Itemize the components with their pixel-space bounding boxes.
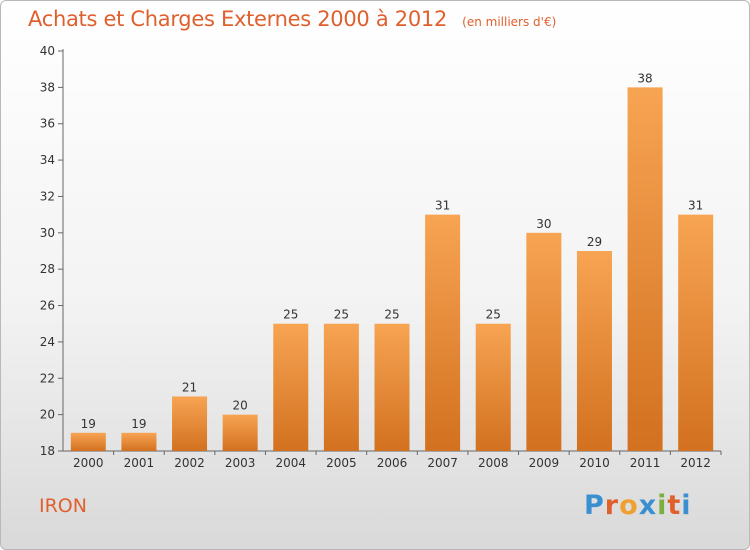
x-tick-label-2009: 2009 [529, 456, 560, 470]
data-label-2012: 31 [688, 199, 703, 213]
bar-2003 [222, 414, 258, 451]
y-tick-label: 40 [40, 44, 55, 58]
x-tick-label-2007: 2007 [427, 456, 458, 470]
logo-letter: P [584, 490, 605, 521]
bars [70, 87, 714, 451]
data-label-2003: 20 [233, 399, 248, 413]
y-tick-label: 24 [40, 335, 55, 349]
bar-2004 [273, 323, 309, 451]
logo-letter: r [604, 490, 620, 521]
data-label-2001: 19 [131, 417, 146, 431]
bar-2007 [425, 214, 461, 451]
y-tick-label: 32 [40, 189, 55, 203]
y-tick-label: 20 [40, 408, 55, 422]
y-tick-label: 36 [40, 117, 55, 131]
logo-letter: o [619, 490, 639, 521]
bar-2012 [678, 214, 714, 451]
x-tick-label-2010: 2010 [579, 456, 610, 470]
y-tick-label: 18 [40, 444, 55, 458]
bar-2010 [576, 251, 612, 451]
bar-2009 [526, 232, 562, 451]
data-label-2010: 29 [587, 235, 602, 249]
x-tick-label-2008: 2008 [478, 456, 509, 470]
y-tick-label: 28 [40, 262, 55, 276]
x-tick-label-2012: 2012 [680, 456, 711, 470]
chart-title-block: Achats et Charges Externes 2000 à 2012 (… [28, 7, 556, 31]
data-label-2009: 30 [536, 217, 551, 231]
data-label-2005: 25 [334, 308, 349, 322]
y-tick-label: 26 [40, 299, 55, 313]
bar-2002 [172, 396, 208, 451]
y-tick-label: 38 [40, 80, 55, 94]
chart-subtitle: (en milliers d'€) [462, 15, 557, 29]
data-label-2000: 19 [81, 417, 96, 431]
data-labels: 19 19 21 20 25 25 25 31 25 30 29 38 31 [81, 71, 704, 430]
bar-2001 [121, 432, 157, 451]
bar-2006 [374, 323, 410, 451]
data-label-2008: 25 [486, 308, 501, 322]
place-name: IRON [39, 495, 87, 517]
x-tick-label-2000: 2000 [73, 456, 104, 470]
logo-letter: t [667, 490, 682, 521]
chart-title: Achats et Charges Externes 2000 à 2012 [28, 7, 448, 31]
bar-2011 [627, 87, 663, 451]
x-tick-labels: 2000 2001 2002 2003 2004 2005 2006 2007 2008 2009… [73, 456, 711, 470]
y-tick-label: 34 [40, 153, 55, 167]
bar-2000 [70, 432, 106, 451]
x-tick-label-2006: 2006 [377, 456, 408, 470]
x-tick-label-2002: 2002 [174, 456, 205, 470]
proxiti-logo: Proxiti [584, 490, 692, 521]
logo-letter: i [681, 490, 692, 521]
y-tick-labels: 18 20 22 24 26 28 30 32 34 36 38 40 [40, 44, 55, 458]
data-label-2007: 31 [435, 199, 450, 213]
y-tick-label: 22 [40, 371, 55, 385]
data-label-2004: 25 [283, 308, 298, 322]
logo-letter: i [657, 490, 668, 521]
data-label-2011: 38 [637, 71, 652, 85]
x-tick-label-2011: 2011 [630, 456, 661, 470]
bar-2005 [323, 323, 359, 451]
x-tick-label-2001: 2001 [124, 456, 155, 470]
y-tick-label: 30 [40, 226, 55, 240]
data-label-2002: 21 [182, 380, 197, 394]
x-tick-label-2005: 2005 [326, 456, 357, 470]
bar-2008 [475, 323, 511, 451]
x-tick-label-2004: 2004 [275, 456, 306, 470]
data-label-2006: 25 [384, 308, 399, 322]
x-tick-label-2003: 2003 [225, 456, 256, 470]
logo-letter: x [638, 490, 658, 521]
